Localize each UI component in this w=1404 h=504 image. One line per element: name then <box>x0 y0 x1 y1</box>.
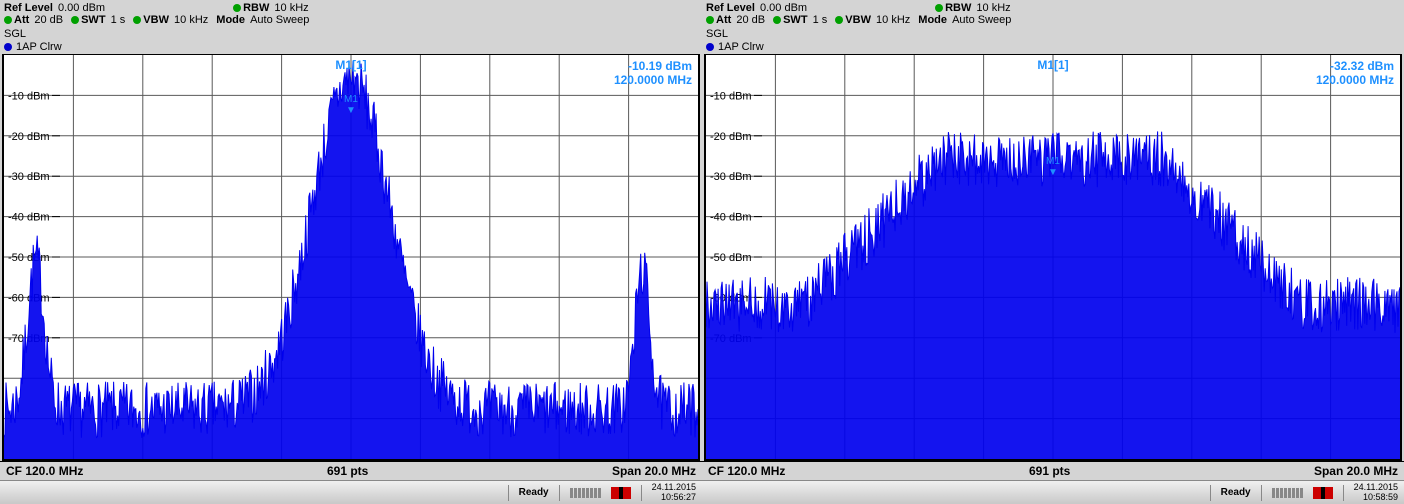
svg-text:-20 dBm: -20 dBm <box>710 131 752 143</box>
vbw-label: VBW <box>845 14 871 26</box>
trace-dot-icon <box>4 43 12 51</box>
progress-bars-icon <box>570 488 601 498</box>
trace-name: 1AP Clrw <box>16 41 62 53</box>
svg-text:-30 dBm: -30 dBm <box>8 171 50 183</box>
marker-readout: -32.32 dBm 120.0000 MHz <box>1316 59 1394 87</box>
marker-amplitude: -32.32 dBm <box>1316 59 1394 73</box>
sgl-label: SGL <box>702 28 1404 40</box>
svg-text:-40 dBm: -40 dBm <box>8 212 50 224</box>
status-dot-icon <box>835 16 843 24</box>
sgl-label: SGL <box>0 28 702 40</box>
swt-label: SWT <box>81 14 105 26</box>
plot-svg: -10 dBm-20 dBm-30 dBm-40 dBm-50 dBm-60 d… <box>706 55 1400 459</box>
mode-label: Mode <box>918 14 947 26</box>
att-label: Att <box>716 14 731 26</box>
svg-text:-40 dBm: -40 dBm <box>710 212 752 224</box>
plot-footer: CF 120.0 MHz 691 pts Span 20.0 MHz <box>0 461 702 480</box>
status-dot-icon <box>133 16 141 24</box>
span: Span 20.0 MHz <box>612 464 696 478</box>
status-bar: Ready 24.11.2015 10:56:27 <box>0 480 702 504</box>
svg-text:-10 dBm: -10 dBm <box>710 90 752 102</box>
att-label: Att <box>14 14 29 26</box>
marker-frequency: 120.0000 MHz <box>1316 73 1394 87</box>
marker-label: M1 <box>1046 156 1060 167</box>
header: Ref Level 0.00 dBm RBW 10 kHz Att 20 dB … <box>702 0 1404 28</box>
spectrum-plot: M1[1] -10.19 dBm 120.0000 MHz M1 ▼ -10 d… <box>2 54 700 461</box>
ref-level-label: Ref Level <box>4 2 53 14</box>
vbw-value: 10 kHz <box>174 14 208 26</box>
svg-text:-10 dBm: -10 dBm <box>8 90 50 102</box>
vbw-value: 10 kHz <box>876 14 910 26</box>
swt-label: SWT <box>783 14 807 26</box>
status-dot-icon <box>71 16 79 24</box>
rbw-label: RBW <box>243 2 269 14</box>
att-value: 20 dB <box>736 14 765 26</box>
trace-name: 1AP Clrw <box>718 41 764 53</box>
marker-arrow: M1 ▼ <box>344 94 358 116</box>
ref-level-label: Ref Level <box>706 2 755 14</box>
ref-level-value: 0.00 dBm <box>58 2 105 14</box>
trace-label: 1AP Clrw <box>702 40 1404 54</box>
status-ready: Ready <box>519 487 549 498</box>
svg-text:-20 dBm: -20 dBm <box>8 131 50 143</box>
progress-bars-icon <box>1272 488 1303 498</box>
trace-label: 1AP Clrw <box>0 40 702 54</box>
swt-value: 1 s <box>111 14 126 26</box>
status-dot-icon <box>706 16 714 24</box>
center-frequency: CF 120.0 MHz <box>708 464 785 478</box>
spectrum-panel-left: Ref Level 0.00 dBm RBW 10 kHz Att 20 dB … <box>0 0 702 504</box>
marker-frequency: 120.0000 MHz <box>614 73 692 87</box>
marker-arrow-icon: ▼ <box>344 105 358 116</box>
plot-svg: -10 dBm -20 dBm -30 dBm -40 dBm -50 dBm -60 d… <box>4 55 698 459</box>
rbw-value: 10 kHz <box>274 2 308 14</box>
marker-label: M1 <box>344 94 358 105</box>
lxi-icon <box>611 487 631 499</box>
rbw-label: RBW <box>945 2 971 14</box>
swt-value: 1 s <box>813 14 828 26</box>
span: Span 20.0 MHz <box>1314 464 1398 478</box>
att-value: 20 dB <box>34 14 63 26</box>
plot-footer: CF 120.0 MHz 691 pts Span 20.0 MHz <box>702 461 1404 480</box>
header: Ref Level 0.00 dBm RBW 10 kHz Att 20 dB … <box>0 0 702 28</box>
mode-label: Mode <box>216 14 245 26</box>
marker-arrow-icon: ▼ <box>1046 167 1060 178</box>
status-dot-icon <box>4 16 12 24</box>
points: 691 pts <box>1029 464 1070 478</box>
ref-level-value: 0.00 dBm <box>760 2 807 14</box>
svg-text:-50 dBm: -50 dBm <box>8 252 50 264</box>
mode-value: Auto Sweep <box>952 14 1011 26</box>
status-ready: Ready <box>1221 487 1251 498</box>
status-time: 10:56:27 <box>652 493 696 503</box>
status-dot-icon <box>935 4 943 12</box>
center-frequency: CF 120.0 MHz <box>6 464 83 478</box>
marker-readout: -10.19 dBm 120.0000 MHz <box>614 59 692 87</box>
points: 691 pts <box>327 464 368 478</box>
status-bar: Ready 24.11.2015 10:58:59 <box>702 480 1404 504</box>
mode-value: Auto Sweep <box>250 14 309 26</box>
status-datetime: 24.11.2015 10:58:59 <box>1354 483 1398 503</box>
status-datetime: 24.11.2015 10:56:27 <box>652 483 696 503</box>
marker-title: M1[1] <box>1037 58 1068 72</box>
trace-dot-icon <box>706 43 714 51</box>
vbw-label: VBW <box>143 14 169 26</box>
marker-title: M1[1] <box>335 58 366 72</box>
svg-text:-30 dBm: -30 dBm <box>710 171 752 183</box>
status-dot-icon <box>773 16 781 24</box>
rbw-value: 10 kHz <box>976 2 1010 14</box>
marker-arrow: M1 ▼ <box>1046 156 1060 178</box>
svg-text:-50 dBm: -50 dBm <box>710 252 752 264</box>
marker-amplitude: -10.19 dBm <box>614 59 692 73</box>
lxi-icon <box>1313 487 1333 499</box>
spectrum-plot: M1[1] -32.32 dBm 120.0000 MHz M1 ▼ -10 d… <box>704 54 1402 461</box>
status-dot-icon <box>233 4 241 12</box>
status-time: 10:58:59 <box>1354 493 1398 503</box>
spectrum-panel-right: Ref Level 0.00 dBm RBW 10 kHz Att 20 dB … <box>702 0 1404 504</box>
svg-text:-60 dBm: -60 dBm <box>8 292 50 304</box>
